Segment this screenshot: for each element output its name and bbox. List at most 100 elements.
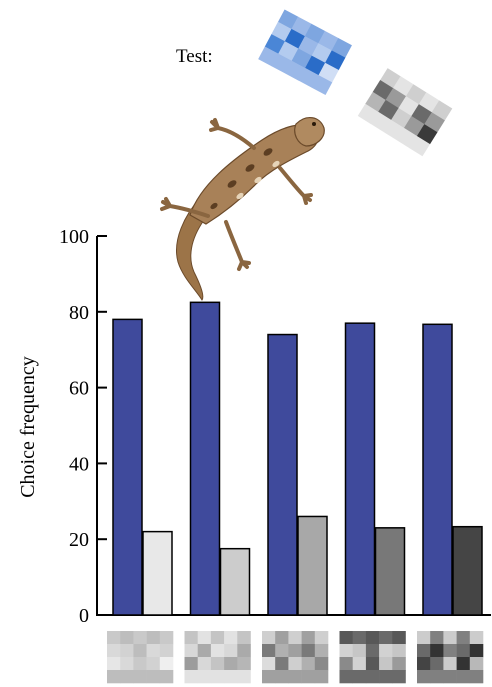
y-tick-label: 80 [69,302,89,324]
checker-cell [324,50,346,71]
checker-cell [430,670,444,684]
bar-blue [112,318,143,616]
checker-cell [184,631,198,645]
checker-cell [159,657,174,671]
checker-cell [107,657,121,671]
checker-cell [417,644,431,658]
checker-cell [237,644,251,658]
blue-checker-pattern-icon [258,9,352,95]
checker-cell [304,55,326,76]
checker-cell [288,657,302,671]
checker-cell [159,631,174,645]
checker-cell [275,657,289,671]
checker-cell [379,631,393,645]
y-tick-label: 60 [69,378,89,400]
checker-cell [107,644,121,658]
checker-cell [210,644,225,658]
checker-cell [456,644,471,658]
checker-cell [352,644,367,658]
checker-cell [120,657,134,671]
checker-cell [224,670,238,684]
checker-cell [443,631,457,645]
checker-cell [291,16,312,37]
checker-cell [365,670,380,684]
checker-cell [237,657,251,671]
category-pattern-icon [107,631,174,684]
checker-cell [392,670,406,684]
checker-cell [210,631,225,645]
checker-cell [456,631,471,645]
checker-cell [339,631,353,645]
bar-gray [452,525,483,616]
checker-cell [311,43,332,64]
checker-cell [301,670,316,684]
checker-cell [159,670,174,684]
checker-cell [379,657,393,671]
checker-cell [278,41,299,62]
checker-cell [298,36,319,56]
checker-cell [301,631,316,645]
checker-cell [224,631,238,645]
bar-blue [344,322,376,616]
checker-cell [262,657,276,671]
checker-cell [288,670,302,684]
checker-cell [365,631,380,645]
checker-cell [120,644,134,658]
checker-cell [133,644,147,658]
checker-cell [443,657,457,671]
checker-cell [430,657,444,671]
checker-cell [456,670,471,684]
checker-cell [277,9,299,30]
y-tick-label: 20 [69,529,89,551]
checker-cell [146,657,161,671]
checker-cell [197,670,212,684]
checker-cell [275,670,289,684]
checker-cell [396,127,418,149]
checker-cell [133,670,147,684]
checker-cell [301,644,316,658]
checker-cell [392,644,406,658]
checker-cell [146,644,161,658]
checker-cell [258,46,279,67]
checker-cell [146,670,161,684]
checker-cell [339,644,353,658]
checker-cell [331,37,352,58]
checker-cell [271,21,292,42]
checker-cell [284,28,306,49]
checker-cell [288,644,302,658]
bar-gray [219,547,251,616]
checker-cell [133,631,147,645]
bar-gray [142,530,173,616]
lizard-icon [160,117,325,301]
checker-cell [469,657,484,671]
checker-cell [443,670,457,684]
bar-gray [374,527,406,616]
checker-cell [417,657,431,671]
checker-cell [430,644,444,658]
checker-cell [271,53,292,74]
checker-cell [314,631,329,645]
checker-cell [379,670,393,684]
bar-gray [297,515,328,616]
checker-cell [301,657,316,671]
category-pattern-icon [184,631,251,684]
checker-cell [275,644,289,658]
checker-cell [298,67,319,88]
checker-cell [237,631,251,645]
checker-cell [409,135,431,157]
checker-cell [184,644,198,658]
gray-checker-pattern-icon [357,68,453,157]
checker-cell [304,23,326,44]
checker-cell [443,644,457,658]
checker-cell [264,34,286,55]
checker-cell [352,670,367,684]
checker-cell [339,670,353,684]
checker-cell [311,75,333,95]
checker-cell [357,103,379,125]
category-pattern-icon [339,631,406,684]
y-tick-label: 0 [79,605,89,627]
checker-cell [469,670,484,684]
checker-cell [370,111,392,133]
checker-cell [383,119,405,141]
checker-cell [120,670,134,684]
